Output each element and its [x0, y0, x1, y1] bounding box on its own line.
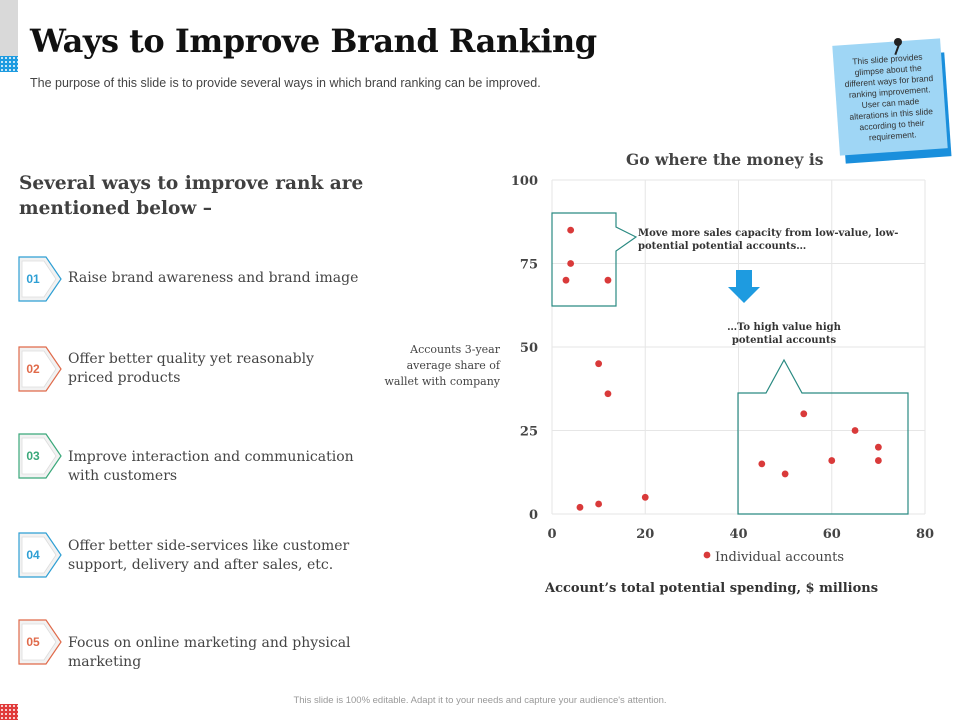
step-number: 02 — [26, 362, 40, 376]
step-text: Improve interaction and communication wi… — [68, 449, 354, 484]
x-tick-label: 40 — [729, 527, 747, 542]
chevron-icon — [18, 256, 62, 302]
step-number: 04 — [26, 548, 40, 562]
x-tick-label: 80 — [916, 527, 934, 542]
corner-accent-gray — [0, 0, 18, 56]
chevron-icon — [18, 532, 62, 578]
data-point — [758, 460, 766, 468]
step-04: 04 Offer better side-services like custo… — [18, 532, 438, 582]
data-point — [604, 390, 612, 398]
data-point — [595, 500, 603, 508]
data-point — [800, 410, 808, 418]
step-05: 05 Focus on online marketing and physica… — [18, 619, 438, 670]
data-point — [828, 457, 836, 464]
low-value-box — [551, 212, 638, 307]
chevron-icon — [18, 619, 62, 665]
high-value-box — [737, 358, 909, 515]
chevron-icon — [18, 346, 62, 392]
step-02: 02 Offer better quality yet reasonably p… — [18, 346, 438, 396]
data-point — [562, 276, 570, 284]
data-point — [567, 260, 575, 267]
slide-title: Ways to Improve Brand Ranking — [30, 22, 597, 60]
data-point — [851, 427, 859, 434]
x-tick-label: 0 — [547, 527, 556, 542]
y-tick-label: 50 — [520, 341, 538, 356]
y-tick-label: 0 — [529, 508, 538, 523]
y-tick-label: 25 — [520, 425, 538, 440]
pin-icon — [894, 38, 902, 46]
corner-accent-red — [0, 704, 18, 720]
step-text: Offer better side-services like customer… — [68, 538, 350, 573]
data-point — [595, 360, 603, 368]
y-tick-label: 75 — [520, 258, 538, 273]
annotation-middle: …To high value high potential accounts — [727, 322, 841, 346]
data-point — [874, 457, 882, 464]
data-point — [781, 470, 789, 478]
step-text: Offer better quality yet reasonably pric… — [68, 351, 314, 386]
legend-label: Individual accounts — [715, 550, 844, 565]
footer-text: This slide is 100% editable. Adapt it to… — [293, 695, 667, 706]
y-axis-label: Accounts 3-year average share of wallet … — [384, 343, 500, 388]
slide-subtitle: The purpose of this slide is to provide … — [30, 76, 541, 90]
data-point — [874, 443, 882, 451]
sticky-note-text: This slide provides glimpse about the di… — [832, 38, 948, 156]
x-tick-label: 20 — [636, 527, 654, 542]
data-point — [641, 493, 649, 501]
left-heading: Several ways to improve rank are mention… — [19, 173, 364, 219]
corner-accent-blue — [0, 56, 18, 72]
data-point — [567, 226, 575, 234]
x-tick-label: 60 — [823, 527, 841, 542]
chart-title: Go where the money is — [626, 150, 824, 169]
x-axis-label: Account’s total potential spending, $ mi… — [545, 581, 879, 596]
legend-marker — [703, 551, 711, 559]
step-number: 05 — [26, 635, 40, 649]
step-03: 03 Improve interaction and communication… — [18, 433, 438, 484]
chart-annotation-shapes — [551, 212, 909, 515]
down-arrow-icon — [728, 270, 760, 303]
chart-points — [562, 226, 882, 511]
y-tick-label: 100 — [511, 174, 538, 189]
step-text: Focus on online marketing and physical m… — [68, 635, 351, 670]
annotation-top: Move more sales capacity from low-value,… — [638, 228, 899, 252]
sticky-note: This slide provides glimpse about the di… — [832, 38, 952, 164]
data-point — [576, 503, 584, 511]
step-text: Raise brand awareness and brand image — [68, 270, 359, 286]
step-number: 01 — [26, 272, 40, 286]
step-number: 03 — [26, 449, 40, 463]
step-01: 01 Raise brand awareness and brand image — [18, 256, 438, 306]
chevron-icon — [18, 433, 62, 479]
chart-legend: Individual accounts — [703, 550, 844, 565]
data-point — [604, 276, 612, 284]
